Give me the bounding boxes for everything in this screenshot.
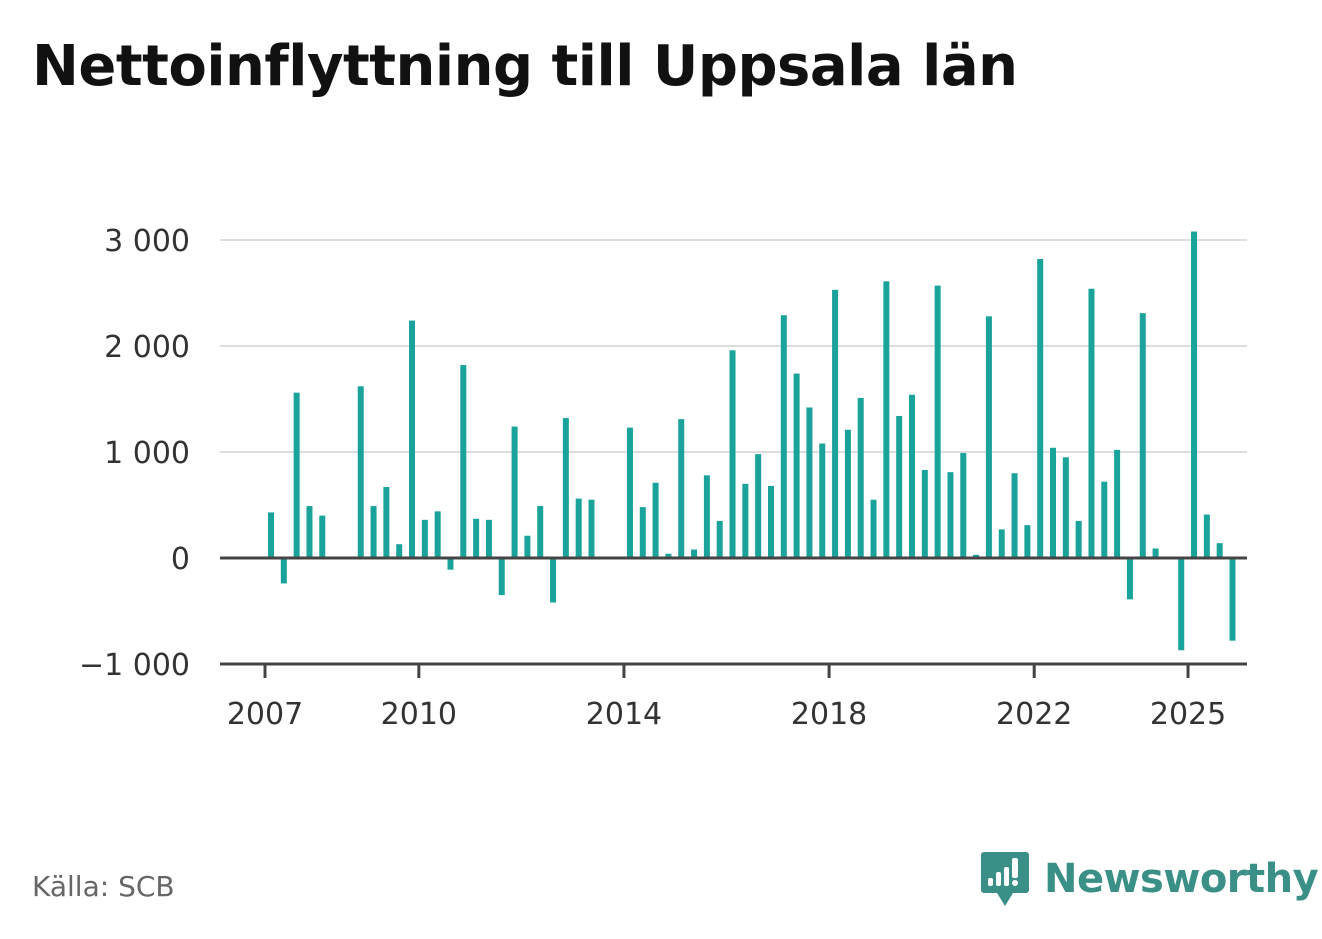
bar: [409, 320, 416, 558]
bar: [652, 482, 659, 558]
bar: [960, 453, 967, 558]
bar: [793, 373, 800, 558]
bar: [434, 511, 441, 558]
bar: [357, 386, 364, 558]
bar: [280, 558, 287, 584]
bar: [524, 535, 531, 558]
x-tick-label: 2010: [381, 697, 457, 732]
brand-name: Newsworthy: [1044, 856, 1319, 902]
bar: [1152, 548, 1159, 558]
bar: [678, 419, 685, 558]
x-tick-label: 2018: [791, 697, 867, 732]
bar: [293, 392, 300, 558]
bar: [1011, 473, 1018, 558]
bar: [1088, 288, 1095, 558]
bar: [985, 316, 992, 558]
bar: [716, 520, 723, 558]
bar: [626, 427, 633, 558]
newsworthy-logo-icon: [981, 852, 1029, 906]
bar: [909, 394, 915, 558]
bar: [1114, 449, 1121, 558]
bar: [383, 486, 390, 558]
bar: [511, 426, 518, 558]
bar: [370, 506, 377, 558]
bar: [562, 418, 569, 558]
bar: [819, 443, 826, 558]
bar: [1216, 543, 1223, 558]
bar: [1024, 525, 1031, 558]
bar: [1075, 520, 1082, 558]
bar: [1229, 558, 1236, 641]
bar: [934, 285, 941, 558]
bar: [883, 281, 890, 558]
bar: [703, 475, 710, 558]
bar: [639, 507, 646, 558]
bars: [268, 231, 1236, 651]
source-note: Källa: SCB: [32, 870, 175, 903]
bar: [998, 529, 1005, 558]
bar: [844, 429, 851, 558]
x-tick-label: 2025: [1150, 697, 1226, 732]
x-axis-labels: 2007 2010 2014 2018 2022 2025: [227, 697, 1226, 732]
bar: [588, 499, 595, 558]
y-tick-label: 2 000: [104, 330, 190, 365]
bar: [485, 519, 492, 558]
bar: [857, 397, 864, 558]
bar: [421, 519, 428, 558]
x-tick-label: 2014: [586, 697, 662, 732]
bar: [921, 470, 928, 558]
bar: [755, 454, 762, 558]
bar: [447, 558, 454, 570]
bar: [806, 407, 813, 558]
bar: [947, 472, 954, 558]
bar: [1178, 558, 1185, 651]
y-axis-labels: 3 000 2 000 1 000 0 −1 000: [79, 224, 190, 683]
bar: [550, 558, 557, 603]
bar: [473, 518, 480, 558]
bar: [1139, 313, 1146, 558]
bar: [460, 365, 467, 558]
bar: [767, 485, 774, 558]
bar: [1062, 457, 1069, 558]
bar: [691, 549, 698, 558]
bar: [306, 506, 313, 558]
x-tick-label: 2022: [996, 697, 1072, 732]
bar: [498, 558, 505, 596]
y-tick-label: 0: [171, 542, 190, 577]
bar: [537, 506, 544, 558]
y-tick-label: 1 000: [104, 436, 190, 471]
bar: [896, 415, 903, 558]
newsworthy-logo[interactable]: Newsworthy: [980, 850, 1319, 908]
bar: [1050, 447, 1057, 558]
x-tick-label: 2007: [227, 697, 303, 732]
bar: [832, 289, 839, 558]
bar: [1101, 481, 1108, 558]
bar: [396, 544, 403, 558]
bar: [1203, 514, 1210, 558]
bar: [575, 498, 582, 558]
bar: [268, 512, 274, 558]
bar: [729, 350, 736, 558]
y-tick-label: 3 000: [104, 224, 190, 259]
bar: [780, 315, 787, 558]
bar: [1037, 259, 1044, 558]
y-tick-label: −1 000: [79, 648, 190, 683]
bar: [742, 483, 749, 558]
bar: [973, 554, 980, 558]
bar: [1126, 558, 1133, 600]
axes: [220, 556, 1247, 678]
bar: [665, 553, 672, 558]
chart-title: Nettoinflyttning till Uppsala län: [32, 34, 1018, 99]
bar: [870, 499, 877, 558]
bar: [1191, 231, 1198, 558]
bar: [319, 515, 326, 558]
